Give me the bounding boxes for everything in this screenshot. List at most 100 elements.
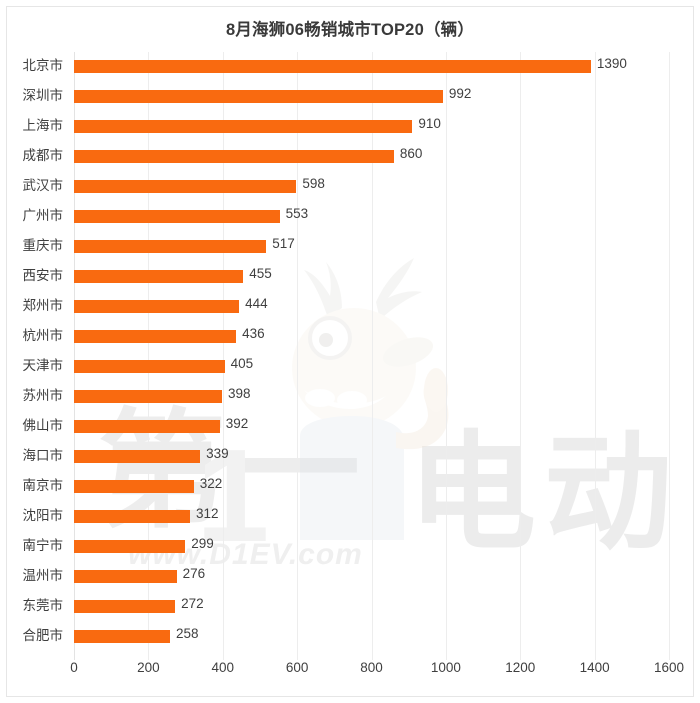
bar[interactable] [74, 360, 225, 373]
x-tick-label: 600 [285, 660, 309, 675]
bar[interactable] [74, 270, 244, 283]
bar[interactable] [74, 540, 186, 553]
bar-row[interactable]: 上海市 910 [23, 112, 669, 142]
gridline [371, 52, 373, 660]
bar-row[interactable]: 海口市 339 [23, 442, 669, 472]
bar-value-label: 444 [245, 296, 268, 311]
bar-row[interactable]: 东莞市 272 [23, 592, 669, 622]
x-tick-label: 800 [360, 660, 383, 675]
bar[interactable] [74, 240, 267, 253]
bar-value-label: 910 [418, 116, 441, 131]
bar-row[interactable]: 重庆市 517 [23, 232, 669, 262]
gridline [445, 52, 447, 660]
bar-value-label: 517 [272, 236, 295, 251]
x-axis-tick-labels: 0 200 400 600 800 1000 1200 1400 1600 [70, 660, 684, 684]
bar[interactable] [74, 420, 220, 433]
gridline [520, 52, 522, 660]
x-tick-label: 1000 [430, 660, 461, 675]
category-label: 西安市 [22, 268, 64, 283]
bar-row[interactable]: 南宁市 299 [23, 532, 669, 562]
category-label: 上海市 [22, 118, 64, 133]
bar-row[interactable]: 成都市 860 [23, 142, 669, 172]
bar-value-label: 299 [191, 536, 214, 551]
bar-value-label: 598 [302, 176, 325, 191]
bar[interactable] [74, 630, 170, 643]
bar-value-label: 405 [230, 356, 254, 371]
chart-title: 8月海狮06畅销城市TOP20（辆） [225, 21, 475, 39]
gridline [297, 52, 299, 660]
category-label: 郑州市 [22, 298, 64, 313]
bar-row[interactable]: 郑州市 444 [23, 292, 669, 322]
gridline [222, 52, 224, 660]
bar[interactable] [74, 120, 413, 133]
plot-area: 北京市 1390 深圳市 992 上海市 910 成都市 860 武汉市 598 广州市 553 重庆市… [23, 52, 670, 660]
bar[interactable] [74, 150, 394, 163]
category-label: 天津市 [22, 358, 64, 373]
category-label: 沈阳市 [22, 508, 64, 523]
category-label: 合肥市 [22, 628, 64, 643]
bar[interactable] [74, 90, 443, 103]
gridline [669, 52, 670, 660]
bar[interactable] [74, 390, 222, 403]
bar-value-label: 392 [225, 416, 249, 431]
bar[interactable] [74, 330, 237, 343]
category-label: 苏州市 [22, 388, 64, 403]
bar-row[interactable]: 苏州市 398 [23, 382, 669, 412]
bar-row[interactable]: 武汉市 598 [23, 172, 669, 202]
gridline [594, 52, 596, 660]
y-axis-line [74, 52, 75, 660]
gridline [148, 52, 150, 660]
category-label: 南宁市 [22, 538, 64, 553]
bar[interactable] [74, 300, 240, 313]
category-label: 广州市 [22, 208, 64, 223]
bar-value-label: 398 [228, 386, 251, 401]
category-label: 海口市 [22, 448, 64, 463]
x-tick-label: 1400 [579, 660, 610, 675]
bar-row[interactable]: 温州市 276 [23, 562, 669, 592]
bar-row[interactable]: 天津市 405 [23, 352, 669, 382]
bar[interactable] [74, 450, 201, 463]
bar-value-label: 276 [182, 566, 206, 581]
x-tick-label: 200 [137, 660, 160, 675]
bar-value-label: 312 [196, 506, 219, 521]
bar[interactable] [74, 570, 177, 583]
bar[interactable] [74, 600, 176, 613]
bar-row[interactable]: 深圳市 992 [23, 82, 669, 112]
category-label: 北京市 [22, 58, 64, 73]
bar[interactable] [74, 60, 591, 73]
bar-row[interactable]: 沈阳市 312 [23, 502, 669, 532]
category-label: 成都市 [22, 148, 64, 163]
bar-value-label: 258 [175, 626, 199, 641]
bar-value-label: 1390 [596, 56, 627, 71]
bar-value-label: 553 [285, 206, 309, 221]
bar-value-label: 860 [399, 146, 423, 161]
x-tick-label: 400 [211, 660, 235, 675]
bar-row[interactable]: 西安市 455 [23, 262, 669, 292]
category-label: 南京市 [22, 478, 64, 493]
bar-value-label: 436 [242, 326, 265, 341]
category-label: 重庆市 [22, 238, 64, 253]
bar-value-label: 272 [181, 596, 204, 611]
bar-value-label: 455 [249, 266, 272, 281]
bar-row[interactable]: 佛山市 392 [23, 412, 669, 442]
bar-value-label: 992 [448, 86, 472, 101]
bar-row[interactable]: 广州市 553 [23, 202, 669, 232]
category-label: 温州市 [22, 568, 64, 583]
bar-row[interactable]: 南京市 322 [23, 472, 669, 502]
category-label: 佛山市 [22, 418, 64, 433]
bar-row[interactable]: 合肥市 258 [23, 622, 669, 652]
x-tick-label: 0 [70, 660, 78, 675]
category-label: 杭州市 [22, 328, 64, 343]
bar[interactable] [74, 480, 194, 493]
bar[interactable] [74, 510, 191, 523]
category-label: 武汉市 [22, 178, 64, 193]
bar-row[interactable]: 北京市 1390 [23, 52, 669, 82]
bar-value-label: 322 [199, 476, 223, 491]
bar-row[interactable]: 杭州市 436 [23, 322, 669, 352]
category-label: 深圳市 [22, 88, 64, 103]
bar[interactable] [74, 210, 280, 223]
x-tick-label: 1200 [505, 660, 536, 675]
bar[interactable] [74, 180, 297, 193]
category-label: 东莞市 [22, 598, 64, 613]
